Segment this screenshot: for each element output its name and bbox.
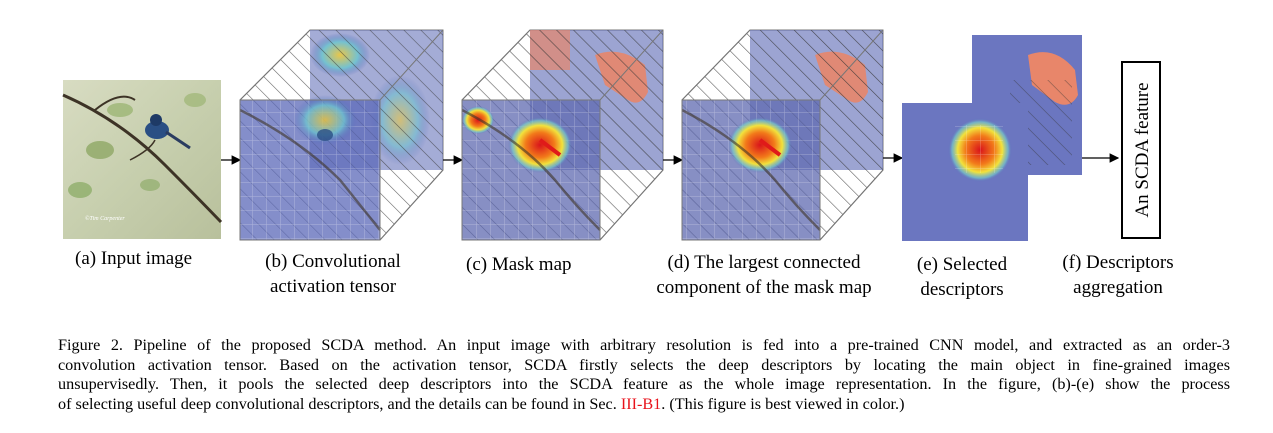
activation-tensor [239,29,444,241]
caption-line: Figure 2. Pipeline of the proposed SCDA … [58,336,1230,354]
watermark-text: ©Tim Carpenter [85,215,125,222]
stage-label-e: (e) Selected descriptors [916,254,1008,300]
figure-caption: Figure 2. Pipeline of the proposed SCDA … [58,336,1230,414]
stage-label-b: (b) Convolutional activation tensor [265,251,401,297]
input-image: ©Tim Carpenter [62,80,223,239]
stage-label-c: (c) Mask map [466,254,572,275]
stage-label-f: (f) Descriptors aggregation [1062,252,1174,298]
selected-descriptors [902,35,1082,241]
caption-line: unsupervisedly. Then, it pools the selec… [58,375,1230,394]
scda-feature-box: An SCDA feature [1121,61,1161,239]
caption-line-last: of selecting useful deep convolutional d… [58,395,1230,415]
stage-label-d: (d) The largest connected component of t… [656,252,872,298]
stage-label-a: (a) Input image [75,248,193,269]
pipeline-figure: ©Tim Carpenter [62,29,1161,241]
caption-text: of selecting useful deep convolutional d… [58,394,621,413]
caption-line: convolution activation tensor. Based on … [58,355,1230,374]
caption-text: . (This figure is best viewed in color.) [661,394,905,413]
scda-feature-label: An SCDA feature [1132,82,1153,217]
mask-map [461,29,664,241]
section-reference-link[interactable]: III-B1 [620,394,662,413]
largest-connected-component [681,29,884,241]
